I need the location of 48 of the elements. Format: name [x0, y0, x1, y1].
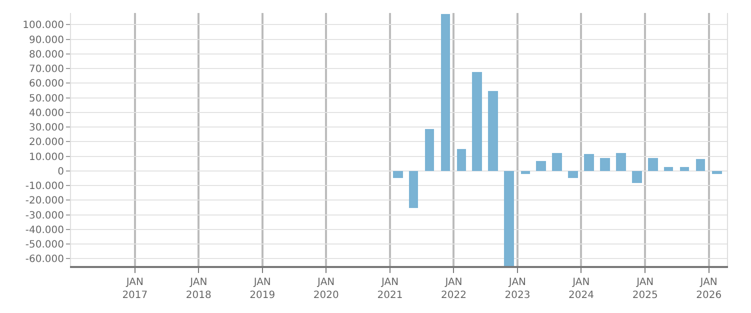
- bar: [457, 149, 466, 171]
- x-tick-label: JAN 2021: [377, 277, 403, 301]
- y-tick-label: 100.000: [22, 20, 64, 32]
- bar: [696, 159, 705, 171]
- x-tick-label: JAN 2017: [122, 277, 148, 301]
- x-tick-label: JAN 2025: [632, 277, 658, 301]
- bar: [441, 14, 450, 171]
- bar: [552, 153, 562, 171]
- bar: [504, 171, 514, 266]
- bar: [472, 72, 482, 171]
- y-tick-label: -20.000: [25, 196, 64, 207]
- bar: [648, 158, 658, 171]
- bar: [632, 171, 642, 183]
- x-tick-label: JAN 2026: [696, 277, 722, 301]
- y-tick-label: -50.000: [25, 240, 64, 251]
- bar: [680, 167, 689, 171]
- bar: [712, 171, 722, 174]
- bar: [425, 129, 434, 171]
- bar: [600, 158, 610, 171]
- bar: [521, 171, 530, 174]
- bar: [584, 154, 594, 171]
- bar: [488, 91, 498, 171]
- y-tick-label: 20.000: [29, 137, 64, 148]
- y-tick-label: 80.000: [29, 49, 64, 60]
- x-tick-label: JAN 2020: [313, 277, 339, 301]
- y-tick-label: 40.000: [29, 108, 64, 119]
- y-tick-label: -30.000: [25, 210, 64, 222]
- x-tick-label: JAN 2022: [441, 277, 466, 301]
- bar: [536, 161, 546, 171]
- bar: [616, 153, 626, 171]
- y-tick-label: 10.000: [29, 152, 64, 163]
- y-tick-label: 70.000: [29, 64, 64, 76]
- y-tick-label: 50.000: [29, 93, 64, 104]
- y-tick-label: -60.000: [25, 254, 64, 266]
- y-tick-label: 90.000: [29, 34, 64, 46]
- x-tick-label: JAN 2024: [568, 277, 594, 301]
- x-tick-label: JAN 2019: [250, 277, 276, 301]
- bar: [664, 167, 673, 171]
- y-tick-label: -10.000: [25, 181, 64, 192]
- bar: [568, 171, 578, 178]
- x-tick-label: JAN 2018: [186, 277, 212, 301]
- y-tick-label: 0: [58, 166, 64, 178]
- bar: [393, 171, 403, 178]
- x-tick-label: JAN 2023: [504, 277, 530, 301]
- y-tick-label: -40.000: [25, 224, 64, 236]
- y-tick-label: 30.000: [29, 122, 64, 134]
- bar: [409, 171, 418, 208]
- y-tick-label: 60.000: [29, 78, 64, 90]
